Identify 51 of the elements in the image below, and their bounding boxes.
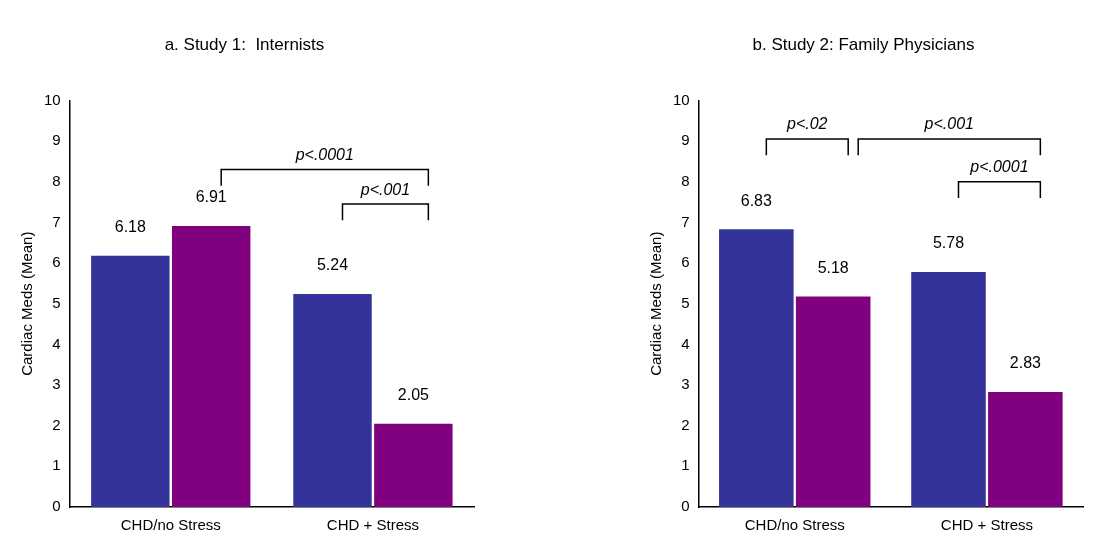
annotation: p<.0001	[969, 158, 1029, 176]
data-label: 6.83	[740, 191, 772, 209]
annotation: p<.001	[923, 115, 974, 133]
y-tick-label: 5	[52, 293, 61, 311]
y-tick-label: 8	[681, 171, 690, 189]
y-tick-label: 10	[44, 90, 61, 108]
bar	[911, 271, 986, 507]
y-tick-label: 3	[681, 375, 690, 393]
annotation: p<.001	[359, 180, 411, 198]
data-label: 6.18	[114, 218, 146, 236]
bar	[719, 229, 794, 507]
annotation: p<.02	[786, 115, 828, 133]
y-tick-label: 10	[673, 90, 690, 108]
y-tick-label: 2	[681, 415, 690, 433]
data-label: 2.83	[1009, 354, 1042, 372]
y-tick-label: 3	[52, 375, 61, 393]
y-tick-label: 4	[681, 334, 690, 352]
bar	[374, 423, 453, 507]
y-tick-label: 1	[681, 456, 690, 474]
x-tick-label: CHD/no Stress	[744, 516, 845, 534]
bar	[293, 293, 372, 507]
x-tick-label: CHD/no Stress	[120, 516, 221, 534]
y-tick-label: 0	[681, 497, 690, 515]
bar	[988, 391, 1063, 507]
data-label: 2.05	[397, 386, 430, 404]
bar	[91, 255, 170, 507]
data-label: 6.91	[195, 188, 227, 206]
y-tick-label: 0	[52, 497, 61, 515]
y-tick-label: 4	[52, 334, 61, 352]
y-tick-label: 2	[52, 415, 61, 433]
annotation: p<.0001	[294, 145, 354, 163]
data-label: 5.18	[817, 258, 849, 276]
y-tick-label: 1	[52, 456, 61, 474]
chart-title: a. Study 1: Internists	[164, 34, 325, 54]
y-tick-label: 7	[52, 212, 61, 230]
y-tick-label: 6	[52, 253, 61, 271]
y-tick-label: 6	[681, 253, 690, 271]
x-tick-label: CHD + Stress	[940, 516, 1033, 534]
y-tick-label: 9	[681, 131, 690, 149]
chart-title: b. Study 2: Family Physicians	[752, 34, 975, 54]
y-tick-label: 9	[52, 131, 61, 149]
x-tick-label: CHD + Stress	[326, 516, 419, 534]
bar	[171, 226, 251, 507]
data-label: 5.24	[316, 256, 349, 274]
y-tick-label: 5	[681, 293, 690, 311]
y-tick-label: 7	[681, 212, 690, 230]
y-tick-label: 8	[52, 171, 61, 189]
bar	[795, 296, 871, 507]
data-label: 5.78	[932, 234, 965, 252]
y-axis-title: Cardiac Meds (Mean)	[18, 231, 36, 376]
y-axis-title: Cardiac Meds (Mean)	[647, 231, 665, 376]
